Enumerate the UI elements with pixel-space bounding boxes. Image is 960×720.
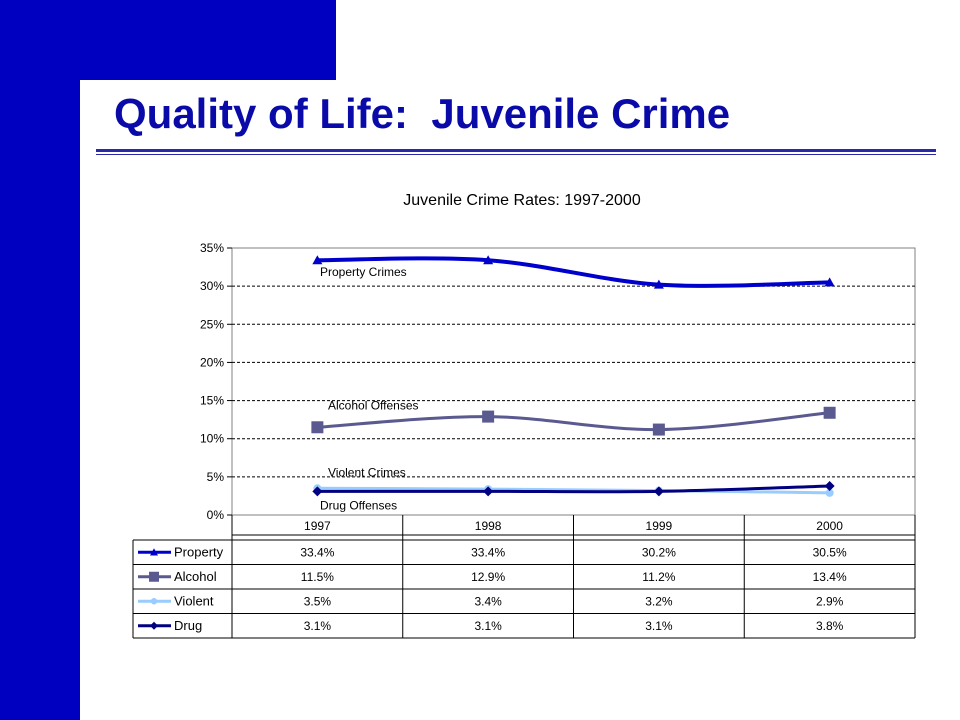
series-line-alcohol [317, 411, 830, 432]
data-point-drug [312, 486, 323, 497]
series-annotation: Property Crimes [320, 265, 407, 279]
x-category-label: 1999 [646, 519, 673, 533]
table-value-cell: 11.2% [642, 570, 675, 584]
y-tick-label: 30% [200, 279, 224, 293]
table-value-cell: 30.5% [813, 545, 847, 559]
y-tick-label: 5% [207, 470, 225, 484]
legend-key-marker [150, 548, 158, 556]
legend-series-name: Drug [174, 618, 202, 633]
table-value-cell: 33.4% [300, 545, 334, 559]
table-value-cell: 2.9% [816, 594, 844, 608]
data-point-property [824, 277, 835, 287]
data-point-alcohol [823, 406, 836, 419]
data-point-alcohol [482, 410, 495, 423]
data-point-violent [825, 488, 834, 497]
table-value-cell: 11.5% [301, 570, 334, 584]
y-tick-label: 20% [200, 355, 224, 369]
y-tick-label: 25% [200, 317, 224, 331]
data-point-drug [483, 486, 494, 497]
slide-title: Quality of Life: Juvenile Crime [114, 90, 731, 137]
title-underline [96, 149, 936, 152]
table-value-cell: 30.2% [642, 545, 676, 559]
table-value-cell: 3.1% [645, 619, 673, 633]
series-line-property [317, 256, 830, 288]
table-value-cell: 3.8% [816, 619, 844, 633]
table-value-cell: 3.2% [645, 594, 673, 608]
data-point-drug [824, 481, 835, 492]
series-annotation: Drug Offenses [320, 498, 397, 512]
title-underline-thin [96, 154, 936, 155]
series-annotation: Alcohol Offenses [328, 398, 419, 412]
table-value-cell: 3.5% [304, 594, 332, 608]
legend-series-name: Alcohol [174, 569, 217, 584]
left-accent-band [0, 0, 80, 720]
legend-series-name: Violent [174, 593, 214, 608]
legend-key-marker [150, 621, 158, 630]
data-point-alcohol [311, 421, 324, 434]
table-value-cell: 33.4% [471, 545, 505, 559]
table-value-cell: 3.4% [474, 594, 502, 608]
data-point-alcohol [652, 423, 665, 436]
data-point-drug [653, 486, 664, 497]
data-point-property [653, 279, 664, 289]
top-accent-band [80, 0, 336, 80]
chart-title: Juvenile Crime Rates: 1997-2000 [403, 192, 641, 209]
legend-key-marker [150, 598, 158, 605]
table-value-cell: 3.1% [474, 619, 502, 633]
data-point-property [483, 255, 494, 265]
series-line-drug [317, 484, 830, 494]
x-category-label: 1997 [304, 519, 331, 533]
legend-series-name: Property [174, 544, 224, 559]
y-tick-label: 10% [200, 432, 224, 446]
series-annotation: Violent Crimes [328, 465, 406, 479]
table-value-cell: 13.4% [813, 570, 847, 584]
x-category-label: 2000 [816, 519, 843, 533]
plot-area [231, 247, 916, 516]
y-tick-label: 35% [200, 241, 224, 255]
series-line-violent [317, 486, 830, 495]
table-value-cell: 3.1% [304, 619, 332, 633]
x-category-label: 1998 [475, 519, 502, 533]
table-value-cell: 12.9% [471, 570, 505, 584]
data-point-property [312, 255, 323, 265]
legend-key-marker [149, 571, 159, 582]
y-tick-label: 0% [207, 508, 225, 522]
y-tick-label: 15% [200, 394, 224, 408]
